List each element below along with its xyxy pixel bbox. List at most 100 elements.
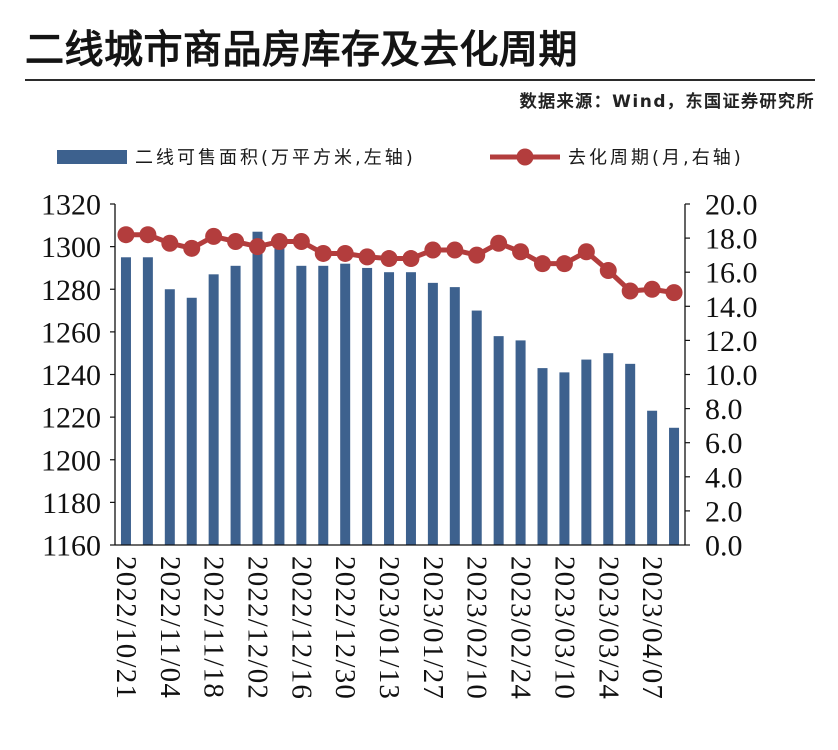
right-axis-tick-label: 20.0 bbox=[705, 189, 758, 222]
line-marker bbox=[402, 250, 420, 268]
bar bbox=[362, 267, 373, 545]
line-marker bbox=[270, 233, 288, 251]
legend-bar-label: 二线可售面积(万平方米,左轴) bbox=[135, 148, 416, 169]
x-axis-tick-label: 2022/10/21 bbox=[110, 556, 142, 700]
left-axis-tick-label: 1280 bbox=[41, 274, 101, 307]
line-marker bbox=[621, 282, 639, 300]
bar bbox=[625, 363, 636, 545]
x-axis-tick-label: 2022/12/02 bbox=[242, 556, 274, 700]
legend-item-bar-series: 二线可售面积(万平方米,左轴) bbox=[57, 148, 416, 169]
left-axis-tick-label: 1300 bbox=[41, 231, 101, 264]
bar bbox=[405, 272, 416, 545]
legend-item-line-series: 去化周期(月,右轴) bbox=[490, 148, 744, 169]
bar bbox=[647, 410, 658, 545]
x-axis-tick-label: 2022/12/16 bbox=[285, 556, 317, 700]
x-axis-tick-label: 2022/12/30 bbox=[329, 556, 361, 700]
legend-line-label: 去化周期(月,右轴) bbox=[568, 148, 744, 169]
x-axis-tick-label: 2023/03/24 bbox=[592, 556, 624, 700]
right-axis-tick-label: 18.0 bbox=[705, 223, 758, 256]
line-marker bbox=[446, 241, 464, 259]
line-marker bbox=[336, 244, 354, 262]
bar bbox=[208, 274, 219, 545]
line-marker bbox=[161, 234, 179, 252]
line-marker bbox=[424, 241, 442, 259]
line-marker bbox=[205, 227, 223, 245]
bar bbox=[581, 359, 592, 545]
data-source-note: 数据来源：Wind，东国证券研究所 bbox=[519, 92, 815, 112]
bar bbox=[471, 310, 482, 545]
x-axis-tick-label: 2022/11/18 bbox=[198, 556, 230, 699]
x-axis-labels: 2022/10/21 2022/11/04 2022/11/18 2022/12/02… bbox=[110, 556, 668, 700]
bar bbox=[427, 282, 438, 545]
line-series bbox=[117, 226, 683, 302]
bar bbox=[340, 263, 351, 545]
right-axis-tick-label: 16.0 bbox=[705, 257, 758, 290]
line-marker bbox=[555, 255, 573, 273]
bar bbox=[186, 297, 197, 545]
line-marker bbox=[380, 250, 398, 268]
bar bbox=[252, 231, 263, 545]
axes bbox=[110, 203, 690, 546]
legend: 二线可售面积(万平方米,左轴) 去化周期(月,右轴) bbox=[57, 148, 744, 169]
x-axis-tick-label: 2023/01/27 bbox=[417, 556, 449, 700]
right-axis-tick-label: 4.0 bbox=[705, 461, 743, 494]
left-axis-tick-label: 1240 bbox=[41, 359, 101, 392]
line-marker bbox=[599, 262, 617, 279]
bar bbox=[274, 246, 285, 546]
bar bbox=[230, 265, 241, 545]
right-axis-tick-label: 14.0 bbox=[705, 291, 758, 324]
line-marker bbox=[358, 248, 376, 266]
line-marker bbox=[183, 239, 201, 257]
line-marker bbox=[490, 234, 508, 252]
legend-line-marker bbox=[516, 148, 534, 166]
line-marker bbox=[139, 226, 157, 244]
bar bbox=[296, 265, 307, 545]
bar bbox=[142, 257, 153, 545]
x-axis-tick-label: 2023/04/07 bbox=[636, 556, 668, 700]
line-marker bbox=[227, 233, 245, 251]
x-axis-tick-label: 2023/03/10 bbox=[548, 556, 580, 700]
right-axis-tick-label: 12.0 bbox=[705, 325, 758, 358]
bar bbox=[384, 272, 395, 545]
left-axis-tick-label: 1220 bbox=[41, 402, 101, 435]
line-marker bbox=[577, 243, 595, 261]
bar bbox=[537, 368, 548, 545]
right-axis-labels: 0.02.04.06.08.010.012.014.016.018.020.0 bbox=[705, 189, 758, 563]
bar bbox=[559, 372, 570, 545]
x-axis-tick-label: 2023/02/10 bbox=[461, 556, 493, 700]
right-axis-tick-label: 6.0 bbox=[705, 427, 743, 460]
title-underline bbox=[25, 79, 815, 81]
line-path bbox=[125, 232, 675, 296]
line-marker bbox=[665, 284, 683, 302]
x-axis-tick-label: 2022/11/04 bbox=[154, 556, 186, 699]
line-marker bbox=[534, 255, 551, 273]
bar bbox=[120, 257, 131, 545]
line-marker bbox=[468, 246, 486, 264]
left-axis-tick-label: 1320 bbox=[41, 189, 101, 222]
right-axis-tick-label: 8.0 bbox=[705, 393, 743, 426]
left-axis-labels: 1160 1180 1200 1220 1240 1260 1280 1300 1320 bbox=[41, 189, 101, 563]
bar-series bbox=[120, 231, 680, 546]
line-marker bbox=[512, 243, 530, 261]
right-axis-tick-label: 2.0 bbox=[705, 495, 743, 528]
line-marker bbox=[117, 226, 135, 244]
right-axis-tick-label: 0.0 bbox=[705, 530, 743, 563]
line-marker bbox=[249, 238, 266, 256]
bar bbox=[493, 336, 504, 545]
left-axis-tick-label: 1180 bbox=[42, 487, 101, 520]
left-axis-tick-label: 1200 bbox=[41, 444, 101, 477]
bar bbox=[164, 289, 175, 545]
bar bbox=[449, 287, 460, 545]
line-marker bbox=[314, 244, 332, 262]
bar bbox=[515, 340, 526, 545]
x-axis-tick-label: 2023/02/24 bbox=[505, 556, 537, 700]
bar bbox=[669, 427, 680, 545]
line-marker bbox=[292, 233, 310, 251]
bar bbox=[603, 353, 614, 545]
left-axis-tick-label: 1160 bbox=[42, 530, 101, 563]
chart-title: 二线城市商品房库存及去化周期 bbox=[25, 28, 579, 73]
right-axis-tick-label: 10.0 bbox=[705, 359, 758, 392]
bar bbox=[318, 265, 329, 545]
